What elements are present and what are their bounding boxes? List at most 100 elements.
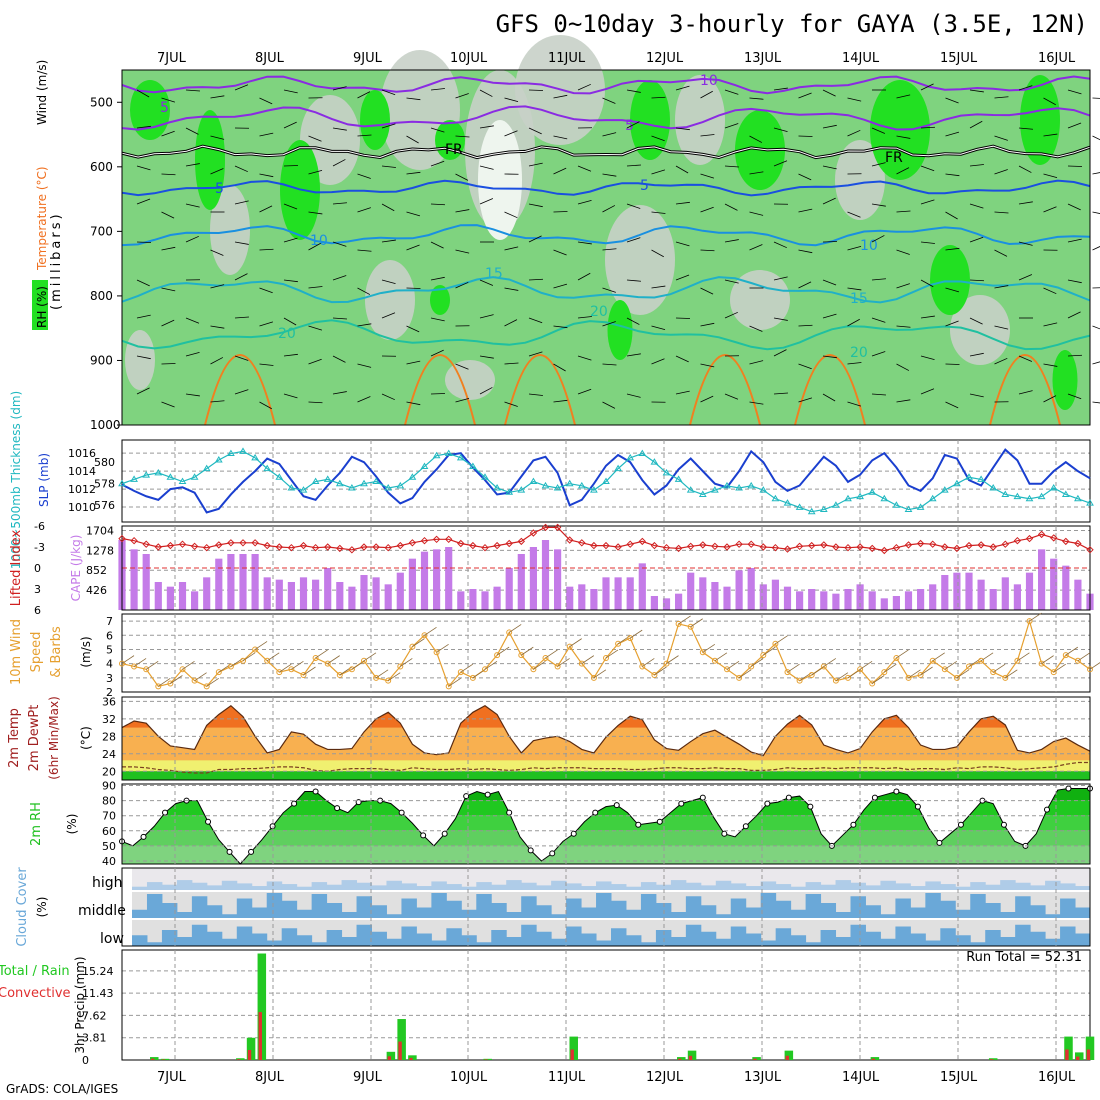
wind-barb xyxy=(357,207,371,213)
wind-speed-marker xyxy=(494,652,501,659)
cape-bar xyxy=(493,586,501,610)
thickness-marker xyxy=(662,468,671,476)
temp-line xyxy=(121,704,1091,757)
wind-barb xyxy=(749,171,764,175)
wind-speed-marker xyxy=(276,669,283,676)
thickness-marker xyxy=(553,484,562,491)
cape-bar xyxy=(1001,577,1009,610)
cloud-cell-low xyxy=(1015,924,1031,946)
lifted-index-marker xyxy=(977,541,985,549)
cloud-cell-low xyxy=(132,935,148,946)
wind-axis-label-1-text: 10m Wind xyxy=(9,619,24,685)
wind-barb xyxy=(749,325,763,332)
precip-total-bar xyxy=(483,1058,492,1060)
precip-convective-bar xyxy=(409,1057,413,1060)
wind-barb xyxy=(724,203,738,211)
wind-barb xyxy=(283,279,298,283)
cape-bar xyxy=(977,579,985,610)
cape-bar xyxy=(832,593,840,610)
precip-total-bar xyxy=(687,1050,697,1060)
lifted-index-marker xyxy=(323,543,332,551)
precip-convective-bar xyxy=(247,1049,252,1060)
top-day-label-7: 14JUL xyxy=(842,51,880,66)
wind-tick-label: 6 xyxy=(106,629,113,642)
cape-bar xyxy=(687,572,695,610)
wind-barb xyxy=(871,278,886,281)
wind-barb xyxy=(651,135,665,142)
lifted-index-marker xyxy=(1025,534,1034,543)
surface-wind-barb xyxy=(992,663,1006,673)
lifted-index-marker xyxy=(178,540,187,548)
wind-barb xyxy=(577,199,592,205)
wind-barb xyxy=(455,93,469,99)
wind-barb xyxy=(381,203,395,212)
wind-speed-marker xyxy=(953,674,960,681)
wind-speed-marker xyxy=(227,663,234,670)
thickness-line xyxy=(121,450,1091,513)
precip-convective-bar xyxy=(1086,1049,1091,1060)
wind-speed-marker xyxy=(1002,674,1009,681)
wind-speed-marker xyxy=(603,654,609,661)
wind-speed-marker xyxy=(336,671,343,678)
cloud-cell-middle xyxy=(146,894,163,918)
surface-wind-barb xyxy=(654,666,667,676)
wind-barb xyxy=(479,387,493,395)
wind-speed-marker xyxy=(615,640,622,647)
cape-bar xyxy=(263,577,271,610)
cape-bar xyxy=(844,589,852,610)
wind-barb xyxy=(185,163,200,167)
wind-speed-marker xyxy=(324,660,331,667)
isotherm-25-5 xyxy=(989,354,1061,426)
wind-barb xyxy=(871,235,885,243)
wind-barb xyxy=(994,249,1008,257)
pressure-tick-label: 1000 xyxy=(90,418,121,432)
wind-barb xyxy=(136,198,151,205)
lifted-index-marker xyxy=(444,535,453,544)
lifted-index-marker xyxy=(432,535,441,544)
cloud-cell-low xyxy=(206,931,223,946)
wind-axis-label-4-text: (m/s) xyxy=(79,636,93,667)
cape-bar xyxy=(614,577,622,610)
wind-barb xyxy=(504,287,519,291)
thickness-marker xyxy=(1074,494,1082,502)
isotherm-15 xyxy=(121,276,1091,304)
isoline-label-11: 20 xyxy=(590,304,608,320)
thickness-marker xyxy=(432,451,441,459)
precip-total-bar xyxy=(1074,1052,1084,1060)
bottom-day-label-6: 13JUL xyxy=(744,1070,782,1085)
thickness-marker xyxy=(928,494,937,502)
rh-axis-label-text: 2m RH xyxy=(29,802,44,846)
isoline-label-9: 15 xyxy=(485,266,503,282)
precip-convective-bar xyxy=(258,1012,262,1060)
top-day-label-3: 10JUL xyxy=(450,51,488,66)
cloud-cell-low xyxy=(461,935,477,946)
cloud-cell-low xyxy=(745,933,762,946)
isoline-label-5: 5 xyxy=(215,181,224,197)
rh-marker xyxy=(807,803,814,810)
wind-barb xyxy=(847,97,862,102)
wind-barb xyxy=(528,127,542,135)
wind-barb xyxy=(871,393,886,396)
precip-total-bar xyxy=(408,1055,417,1060)
cape-bar xyxy=(904,591,913,610)
wind-speed-marker xyxy=(978,657,985,664)
cloud-cell-low xyxy=(521,924,537,946)
wind-speed-marker xyxy=(796,677,803,684)
slp-tick-label: 1012 xyxy=(68,483,96,496)
lifted-index-marker xyxy=(723,543,731,551)
wind-barb xyxy=(798,397,813,403)
surface-wind-barb xyxy=(702,643,716,653)
lifted-index-marker xyxy=(783,545,792,553)
wind-barb xyxy=(332,275,347,281)
isoline-label-10: 15 xyxy=(850,291,868,307)
rh-marker xyxy=(420,832,427,839)
dry-zone-9 xyxy=(950,295,1010,365)
thickness-marker xyxy=(202,464,211,472)
lifted-index-marker xyxy=(1001,540,1010,548)
wind-barb xyxy=(210,400,225,403)
rh-marker xyxy=(699,794,706,801)
lifted-index-marker xyxy=(215,541,223,549)
wind-barb xyxy=(430,241,444,249)
wind-barb xyxy=(675,355,689,363)
isoline-label-6: 5 xyxy=(640,178,649,194)
